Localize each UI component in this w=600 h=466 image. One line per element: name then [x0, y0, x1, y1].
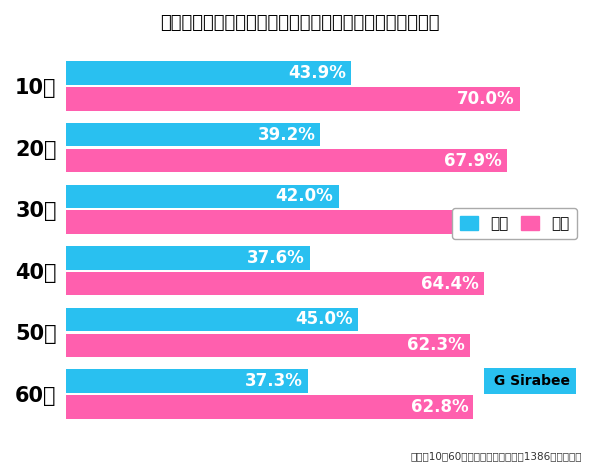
Bar	[67, 272, 484, 295]
Text: 「地図アプリを見ても道を間違えることがある人の割合」: 「地図アプリを見ても道を間違えることがある人の割合」	[160, 14, 440, 32]
Legend: 男性, 女性: 男性, 女性	[452, 208, 577, 239]
Text: G Sirabee: G Sirabee	[490, 374, 571, 388]
Bar	[67, 246, 310, 269]
Bar	[67, 87, 520, 111]
Text: 62.3%: 62.3%	[407, 336, 465, 354]
Text: 64.4%: 64.4%	[421, 274, 479, 293]
Bar	[67, 211, 525, 234]
Text: 70.7%: 70.7%	[462, 213, 520, 231]
Bar	[67, 123, 320, 146]
Text: 67.9%: 67.9%	[443, 151, 502, 170]
Text: （全国10～60代スマホ利用者の男儇1386名に調査）: （全国10～60代スマホ利用者の男儇1386名に調査）	[410, 452, 582, 461]
Bar	[67, 62, 351, 85]
Text: 37.3%: 37.3%	[245, 372, 303, 390]
Text: 43.9%: 43.9%	[288, 64, 346, 82]
Text: 45.0%: 45.0%	[295, 310, 353, 329]
Text: 62.8%: 62.8%	[410, 398, 469, 416]
Text: 37.6%: 37.6%	[247, 249, 305, 267]
Text: 39.2%: 39.2%	[257, 126, 316, 144]
Bar	[67, 149, 506, 172]
Text: 42.0%: 42.0%	[276, 187, 334, 206]
Bar	[67, 395, 473, 418]
Bar	[67, 308, 358, 331]
Bar	[67, 334, 470, 357]
Bar	[67, 369, 308, 393]
Bar	[67, 185, 338, 208]
Text: 70.0%: 70.0%	[457, 90, 515, 108]
